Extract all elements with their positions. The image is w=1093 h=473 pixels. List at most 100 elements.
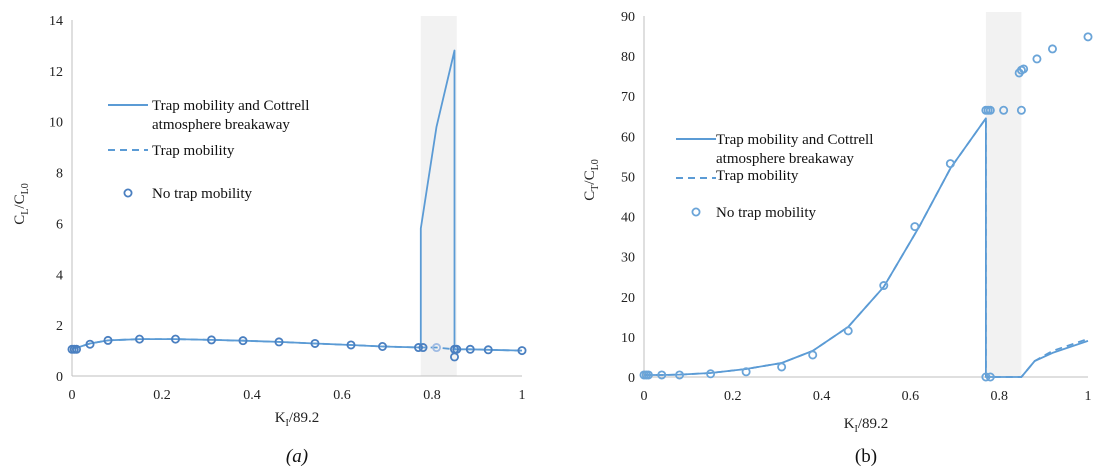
x-tick-label: 0.4 (243, 388, 261, 403)
y-tick-label: 0 (628, 371, 635, 386)
data-point-no-trap-mobility (170, 334, 180, 344)
data-point-no-trap-mobility (981, 372, 991, 382)
data-point-no-trap-mobility (465, 344, 475, 354)
x-tick-label: 0.4 (813, 389, 831, 404)
y-tick-label: 10 (49, 116, 63, 131)
data-point-no-trap-mobility (777, 362, 787, 372)
y-tick-label: 10 (621, 331, 635, 346)
data-point-no-trap-mobility (517, 346, 527, 356)
y-tick-label: 40 (621, 211, 635, 226)
y-tick-label: 8 (56, 167, 63, 182)
y-tick-label: 80 (621, 50, 635, 65)
y-tick-label: 30 (621, 251, 635, 266)
x-tick-label: 1 (1085, 389, 1092, 404)
chart-panel-b: 0 10 20 30 40 50 60 70 80 90 0 0.2 0.4 0.6 0.8 1 CT/CL… (582, 10, 1093, 467)
data-point-no-trap-mobility (675, 370, 685, 380)
y-axis-label-a: CL/CL0 (12, 183, 31, 224)
y-tick-label: 12 (49, 65, 63, 80)
data-point-no-trap-mobility (346, 340, 356, 350)
y-tick-label: 2 (56, 319, 63, 334)
y-tick-label: 90 (621, 10, 635, 25)
data-point-no-trap-mobility (741, 367, 751, 377)
legend-label-a-1b: atmosphere breakaway (152, 117, 290, 133)
x-tick-label: 0.6 (902, 389, 920, 404)
data-point-no-trap-mobility (706, 369, 716, 379)
data-point-no-trap-mobility (879, 281, 889, 291)
series-group-a (67, 49, 527, 362)
data-point-no-trap-mobility (483, 345, 493, 355)
legend-label-a-1: Trap mobility and Cottrell (152, 98, 309, 114)
y-tick-label: 60 (621, 130, 635, 145)
y-tick-labels-a: 0 2 4 6 8 10 12 14 (49, 14, 63, 385)
legend-label-b-3: No trap mobility (716, 205, 816, 221)
x-tick-label: 0 (641, 389, 648, 404)
shaded-region-b (985, 12, 1022, 377)
panel-caption-a: (a) (286, 446, 308, 467)
x-tick-label: 0.8 (990, 389, 1008, 404)
data-point-no-trap-mobility (945, 159, 955, 169)
data-point-no-trap-mobility (910, 222, 920, 232)
data-point-no-trap-mobility (657, 370, 667, 380)
y-tick-label: 4 (56, 268, 63, 283)
y-tick-label: 6 (56, 217, 63, 232)
x-tick-label: 0.2 (153, 388, 171, 403)
x-tick-label: 0.6 (333, 388, 351, 403)
data-point-no-trap-mobility (377, 342, 387, 352)
data-point-no-trap-mobility (985, 105, 995, 115)
data-point-no-trap-mobility (643, 370, 653, 380)
data-point-no-trap-mobility (431, 343, 441, 353)
chart-panel-a: 0 2 4 6 8 10 12 14 0 0.2 0.4 0.6 0.8 1 CL/CL0 KI/89.… (12, 14, 527, 467)
x-tick-label: 0.2 (724, 389, 742, 404)
data-point-no-trap-mobility (1032, 54, 1042, 64)
x-tick-label: 0.8 (423, 388, 441, 403)
y-tick-label: 20 (621, 291, 635, 306)
data-point-no-trap-mobility (85, 339, 95, 349)
data-point-no-trap-mobility (1016, 105, 1026, 115)
legend-label-b-2: Trap mobility (716, 168, 799, 184)
x-axis-label-a: KI/89.2 (275, 410, 320, 429)
legend-swatch-marker-a (123, 188, 133, 198)
x-axis-label-b: KI/89.2 (844, 416, 889, 435)
data-point-no-trap-mobility (103, 335, 113, 345)
y-tick-label: 0 (56, 370, 63, 385)
legend-label-a-3: No trap mobility (152, 186, 252, 202)
x-tick-label: 0 (69, 388, 76, 403)
data-point-no-trap-mobility (134, 334, 144, 344)
data-point-no-trap-mobility (452, 344, 462, 354)
y-tick-label: 70 (621, 90, 635, 105)
data-point-no-trap-mobility (418, 343, 428, 353)
data-point-no-trap-mobility (449, 352, 459, 362)
legend-label-a-2: Trap mobility (152, 143, 235, 159)
data-point-no-trap-mobility (206, 335, 216, 345)
legend-b: Trap mobility and Cottrell atmosphere br… (676, 132, 873, 221)
panel-caption-b: (b) (855, 446, 877, 467)
data-point-no-trap-mobility (808, 350, 818, 360)
x-tick-labels-b: 0 0.2 0.4 0.6 0.8 1 (641, 389, 1092, 404)
y-tick-labels-b: 0 10 20 30 40 50 60 70 80 90 (621, 10, 635, 386)
shaded-region-a (420, 16, 457, 376)
x-tick-label: 1 (519, 388, 526, 403)
data-point-no-trap-mobility (274, 337, 284, 347)
y-axis-label-b: CT/CL0 (582, 159, 601, 200)
data-point-no-trap-mobility (1047, 44, 1057, 54)
data-point-no-trap-mobility (1083, 32, 1093, 42)
x-tick-labels-a: 0 0.2 0.4 0.6 0.8 1 (69, 388, 526, 403)
data-point-no-trap-mobility (72, 344, 82, 354)
series-line-trap-mobility-cottrell (71, 49, 523, 352)
legend-label-b-1b: atmosphere breakaway (716, 151, 854, 167)
data-point-no-trap-mobility (413, 343, 423, 353)
legend-swatch-marker-b (691, 207, 701, 217)
legend-a: Trap mobility and Cottrell atmosphere br… (108, 98, 309, 202)
data-point-no-trap-mobility (238, 336, 248, 346)
series-group-b (639, 32, 1093, 382)
data-point-no-trap-mobility (843, 326, 853, 336)
data-point-no-trap-mobility (999, 105, 1009, 115)
data-point-no-trap-mobility (985, 372, 995, 382)
data-point-no-trap-mobility (1019, 64, 1029, 74)
legend-label-b-1: Trap mobility and Cottrell (716, 132, 873, 148)
series-line-trap-mobility (644, 117, 1089, 378)
y-tick-label: 50 (621, 170, 635, 185)
y-tick-label: 14 (49, 14, 63, 29)
data-point-no-trap-mobility (310, 338, 320, 348)
